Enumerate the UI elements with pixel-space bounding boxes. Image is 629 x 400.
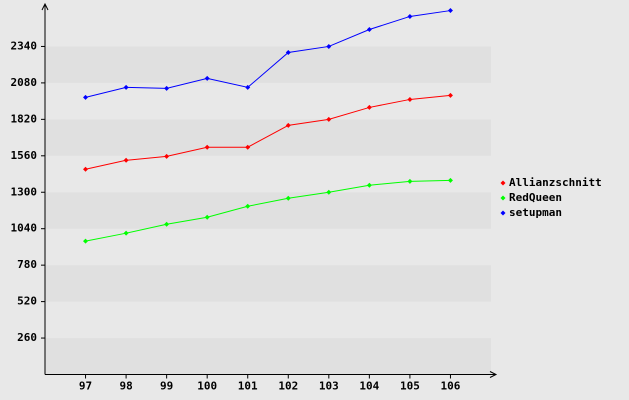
x-axis-arrow (489, 371, 498, 378)
data-point (245, 84, 251, 90)
data-point (326, 43, 332, 49)
y-tick-label: 1820 (11, 112, 38, 125)
x-tick-label: 101 (238, 380, 258, 393)
y-tick-label: 1040 (11, 222, 38, 235)
y-tick-label: 520 (17, 295, 37, 308)
x-tick-label: 106 (441, 380, 461, 393)
x-tick-label: 105 (400, 380, 420, 393)
data-point (245, 203, 251, 209)
legend-label: RedQueen (509, 191, 562, 204)
data-point (83, 238, 89, 244)
data-point (447, 8, 453, 14)
data-point (447, 177, 453, 183)
legend-marker (500, 180, 506, 186)
data-point (123, 157, 129, 163)
x-tick-label: 103 (319, 380, 339, 393)
x-tick-label: 100 (197, 380, 217, 393)
data-point (326, 189, 332, 195)
y-tick-label: 2340 (11, 39, 38, 52)
data-point (366, 104, 372, 110)
y-tick-label: 1560 (11, 149, 38, 162)
data-point (285, 49, 291, 55)
plot-band (45, 10, 491, 47)
data-point (204, 75, 210, 81)
data-point (326, 116, 332, 122)
legend-label: setupman (509, 206, 562, 219)
y-tick-label: 1300 (11, 185, 38, 198)
data-point (285, 122, 291, 128)
plot-band (45, 155, 491, 193)
x-tick-label: 104 (359, 380, 379, 393)
plot-band (45, 228, 491, 266)
x-tick-label: 97 (79, 380, 92, 393)
data-point (447, 92, 453, 98)
series-line (85, 10, 451, 98)
data-point (83, 94, 89, 100)
plot-band (45, 119, 491, 156)
legend-marker (500, 210, 506, 216)
data-point (123, 230, 129, 236)
legend-label: Allianzschnitt (509, 176, 602, 189)
x-tick-label: 102 (278, 380, 298, 393)
data-point (123, 84, 129, 90)
series-line (85, 179, 451, 242)
data-point (83, 166, 89, 172)
plot-band (45, 82, 491, 120)
data-point (164, 221, 170, 227)
data-point (285, 195, 291, 201)
x-tick-label: 99 (160, 380, 173, 393)
data-point (407, 13, 413, 19)
data-point (366, 182, 372, 188)
y-axis-arrow (41, 2, 49, 11)
data-point (164, 153, 170, 159)
x-tick-label: 98 (119, 380, 132, 393)
y-tick-label: 2080 (11, 76, 38, 89)
y-tick-label: 780 (17, 258, 37, 271)
data-point (164, 85, 170, 91)
plot-band (45, 46, 491, 83)
data-point (245, 144, 251, 150)
y-tick-label: 260 (17, 331, 37, 344)
plot-band (45, 265, 491, 302)
data-point (366, 26, 372, 32)
data-point (407, 178, 413, 184)
data-point (407, 96, 413, 102)
legend-marker (500, 195, 506, 201)
plot-band (45, 192, 491, 229)
data-point (204, 214, 210, 220)
plot-band (45, 301, 491, 339)
series-line (85, 94, 451, 170)
data-point (204, 144, 210, 150)
plot-band (45, 338, 491, 375)
